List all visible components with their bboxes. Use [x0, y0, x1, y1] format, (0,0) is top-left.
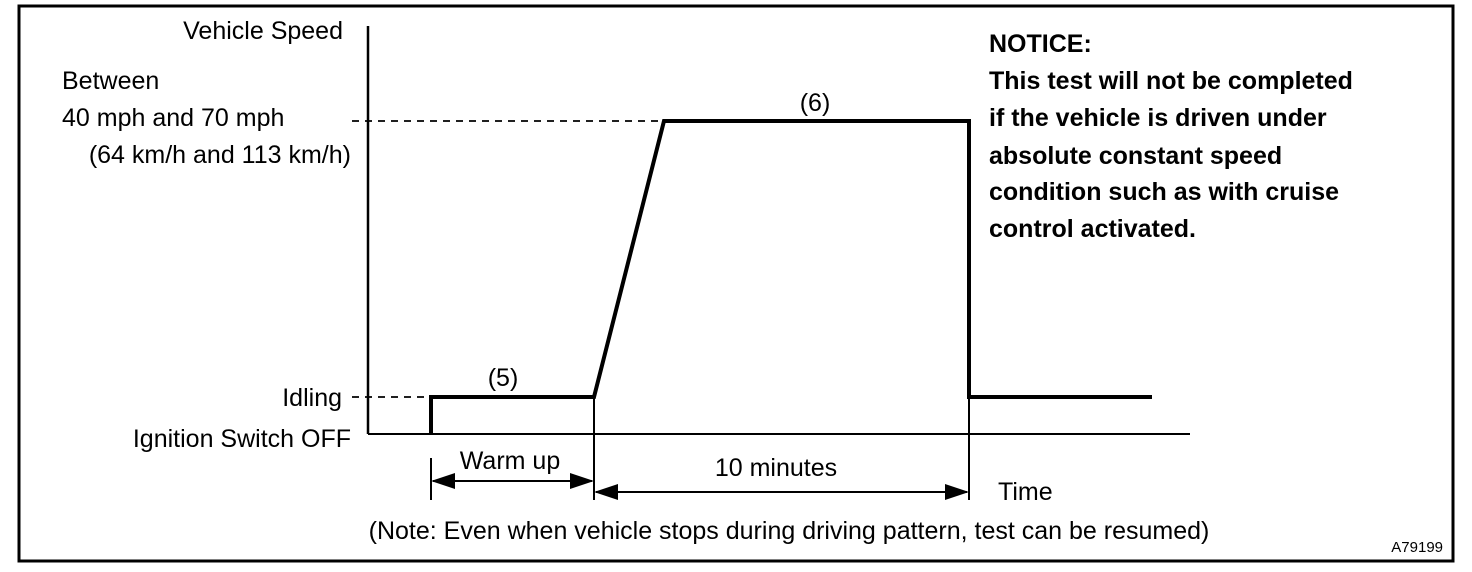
duration-label: 10 minutes [715, 454, 837, 482]
notice-line: absolute constant speed [989, 142, 1282, 170]
ignition-off-label: Ignition Switch OFF [133, 425, 351, 453]
figure-code: A79199 [1391, 539, 1443, 556]
resume-note: (Note: Even when vehicle stops during dr… [369, 517, 1210, 545]
notice-line: control activated. [989, 215, 1196, 243]
y-axis-label: Vehicle Speed [183, 17, 343, 45]
speed-range-label-line1: Between [62, 67, 159, 95]
segment-5-label: (5) [488, 364, 519, 392]
warmup-label: Warm up [460, 447, 560, 475]
notice-line: This test will not be completed [989, 67, 1353, 95]
segment-6-label: (6) [800, 89, 831, 117]
time-axis-label: Time [998, 478, 1053, 506]
speed-range-label-line2: 40 mph and 70 mph [62, 104, 284, 132]
idling-label: Idling [282, 384, 342, 412]
notice-line: if the vehicle is driven under [989, 104, 1327, 132]
figure-frame [17, 4, 1455, 563]
notice-title: NOTICE: [989, 30, 1092, 58]
notice-line: condition such as with cruise [989, 178, 1339, 206]
speed-range-label-line3: (64 km/h and 113 km/h) [89, 141, 351, 169]
